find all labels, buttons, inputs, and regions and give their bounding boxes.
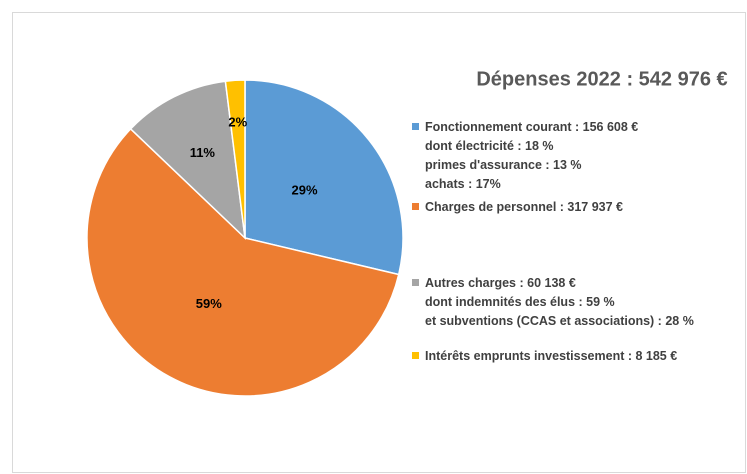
legend-entry: Charges de personnel : 317 937 €	[412, 198, 745, 217]
legend-swatch	[412, 203, 419, 210]
pie-slice	[129, 80, 247, 240]
data-label: 2%	[228, 114, 247, 129]
legend-label: Autres charges : 60 138 €	[425, 276, 576, 290]
chart-title: Dépenses 2022 : 542 976 €	[476, 68, 727, 90]
legend-swatch	[412, 123, 419, 130]
data-label: 59%	[196, 296, 222, 311]
legend-swatch	[412, 352, 419, 359]
legend-detail: et subventions (CCAS et associations) : …	[425, 314, 694, 328]
legend-label: Charges de personnel : 317 937 €	[425, 200, 624, 214]
legend-entry: Intérêts emprunts investissement : 8 185…	[412, 347, 745, 366]
legend-entry: Autres charges : 60 138 € dont indemnités…	[412, 274, 745, 331]
pie-slice	[224, 79, 246, 239]
data-label: 11%	[190, 145, 216, 160]
legend-label: Intérêts emprunts investissement : 8 185…	[425, 349, 678, 363]
legend-label: Fonctionnement courant : 156 608 €	[425, 120, 639, 134]
pie-slice	[244, 79, 404, 276]
legend-detail: primes d'assurance : 13 %	[425, 158, 582, 172]
legend-entry: Fonctionnement courant : 156 608 € dont é…	[412, 118, 745, 194]
legend-detail: dont électricité : 18 %	[425, 139, 554, 153]
legend-detail: dont indemnités des élus : 59 %	[425, 295, 615, 309]
data-label: 29%	[291, 182, 317, 197]
pie-slice	[86, 127, 400, 397]
legend-swatch	[412, 279, 419, 286]
legend-detail: achats : 17%	[425, 177, 501, 191]
